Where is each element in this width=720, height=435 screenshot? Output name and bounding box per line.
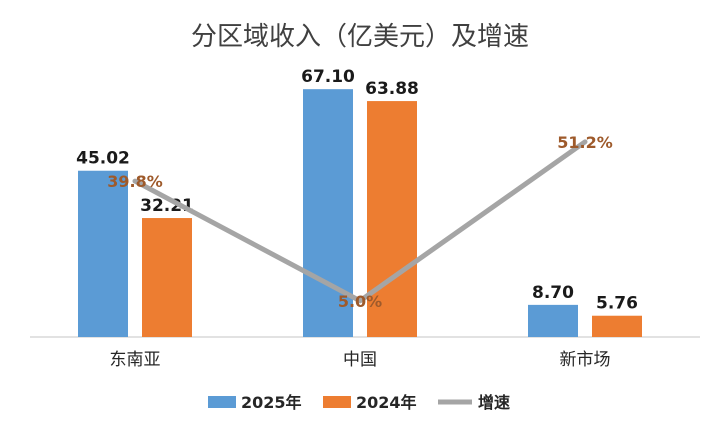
- growth-rate-label: 5.0%: [338, 292, 382, 311]
- legend-swatch: [208, 396, 236, 408]
- bar-value-label: 45.02: [76, 149, 130, 169]
- x-tick-label: 东南亚: [110, 350, 161, 370]
- bar: [592, 315, 642, 337]
- legend-label: 2025年: [241, 393, 302, 412]
- legend-label: 增速: [478, 393, 510, 412]
- growth-rate-label: 39.8%: [107, 172, 163, 191]
- bar: [78, 170, 128, 337]
- bar: [142, 218, 192, 337]
- x-tick-label: 中国: [343, 350, 377, 370]
- x-tick-label: 新市场: [560, 350, 611, 370]
- growth-line: [132, 139, 588, 304]
- bar: [303, 89, 353, 337]
- bar-value-label: 5.76: [596, 294, 638, 314]
- growth-rate-label: 51.2%: [557, 133, 613, 152]
- legend-swatch: [323, 396, 351, 408]
- chart-title: 分区域收入（亿美元）及增速: [191, 22, 529, 52]
- bar-value-label: 63.88: [365, 79, 419, 99]
- bar-value-label: 8.70: [532, 283, 574, 303]
- bar: [528, 304, 578, 337]
- legend: 2025年 2024年 增速: [208, 393, 510, 412]
- legend-label: 2024年: [356, 393, 417, 412]
- bar-value-label: 67.10: [301, 67, 355, 87]
- plot-area: 45.02 32.21 东南亚 67.10 63.88 中国 8.70 5.76 新市场 39.8…: [30, 67, 700, 370]
- bar: [367, 101, 417, 337]
- bar-value-label: 32.21: [140, 196, 194, 216]
